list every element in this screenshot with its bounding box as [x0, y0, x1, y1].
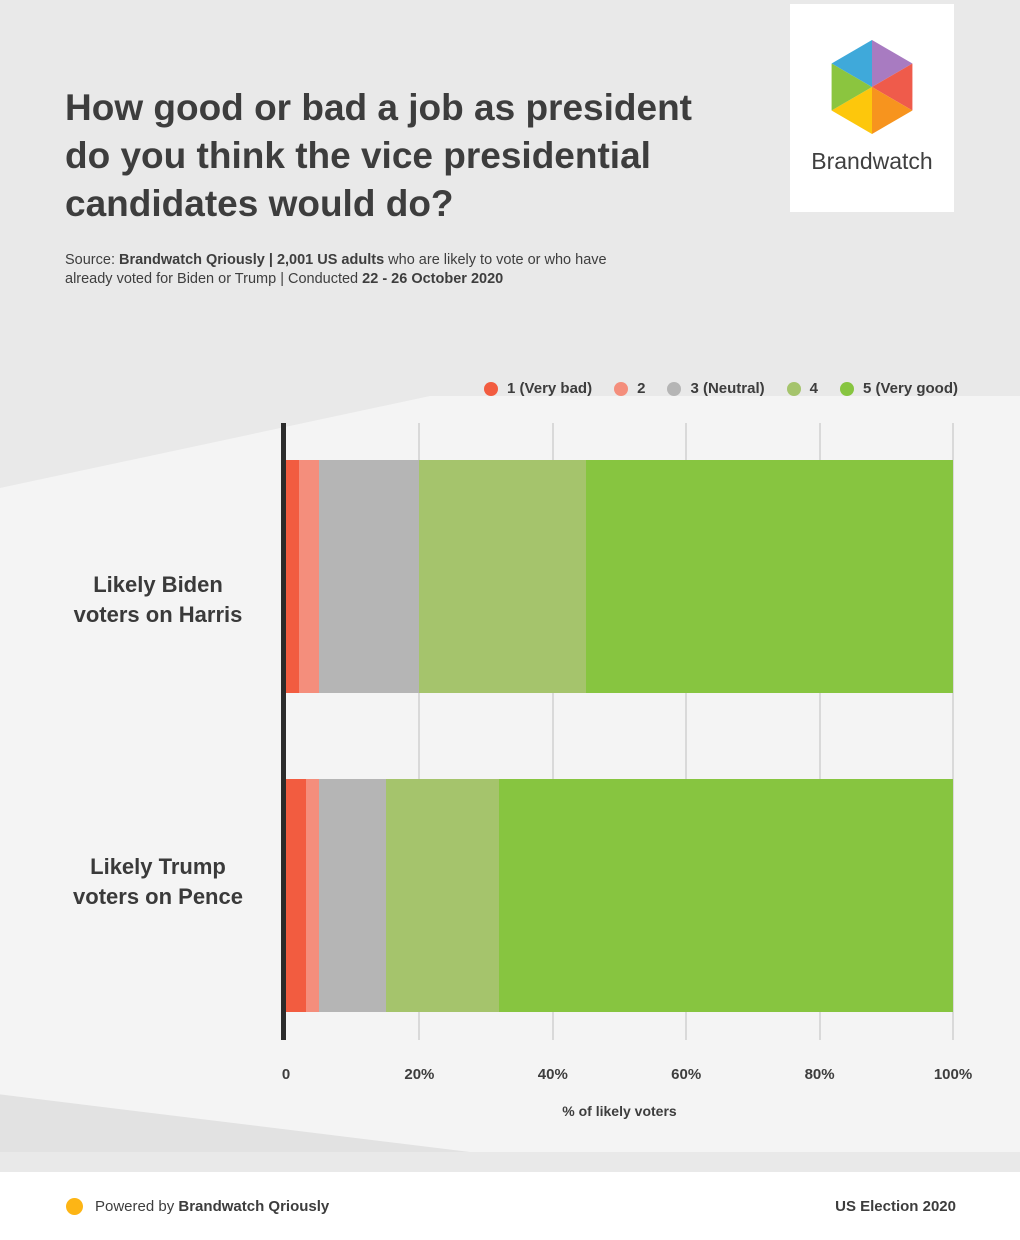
bar-row	[286, 779, 953, 1012]
legend-label: 5 (Very good)	[862, 380, 958, 397]
gridline	[818, 423, 821, 1040]
plot-area	[286, 423, 954, 1040]
legend-swatch-icon	[786, 381, 801, 396]
powered-by-brand: Brandwatch Qriously	[178, 1197, 330, 1215]
category-label: Likely Biden voters on Harris	[73, 572, 243, 627]
bar-segment	[286, 460, 300, 693]
x-tick-label: 100%	[933, 1066, 973, 1083]
x-axis-ticks: 0 20% 40% 60% 80% 100%	[282, 1066, 972, 1088]
source-middle: who are likely to vote or who have alrea…	[65, 252, 607, 288]
legend-label: 2	[637, 380, 646, 397]
legend: 1 (Very bad) 2 3 (Neutral) 4 5 (Very good)	[484, 380, 958, 397]
legend-label: 1 (Very bad)	[507, 380, 593, 397]
brandwatch-wordmark: Brandwatch	[811, 148, 933, 174]
legend-item: 1 (Very bad)	[484, 380, 592, 397]
legend-swatch-icon	[484, 381, 499, 396]
x-tick-label: 80%	[804, 1066, 835, 1083]
legend-item: 3 (Neutral)	[667, 380, 765, 397]
bar-segment	[299, 460, 320, 693]
legend-label: 4	[809, 380, 818, 397]
brandwatch-logo-card: Brandwatch	[790, 4, 954, 212]
gridline	[418, 423, 421, 1040]
legend-swatch-icon	[614, 381, 629, 396]
legend-item: 4	[786, 380, 818, 397]
bar-segment	[419, 460, 587, 693]
legend-swatch-icon	[839, 381, 854, 396]
source-dates: 22 - 26 October 2020	[362, 271, 504, 288]
qriously-dot-icon	[66, 1197, 83, 1215]
gridline	[952, 423, 954, 1040]
bar-segment	[586, 460, 953, 693]
brandwatch-logo-icon	[831, 40, 913, 134]
page-title: How good or bad a job as president do yo…	[65, 87, 692, 225]
x-tick-label: 0	[281, 1066, 291, 1083]
bar-segment	[499, 779, 953, 1012]
powered-by-prefix: Powered by	[95, 1197, 179, 1215]
category-label: Likely Trump voters on Pence	[73, 854, 243, 909]
gridline	[551, 423, 554, 1040]
source-sample: Brandwatch Qriously | 2,001 US adults	[119, 252, 385, 268]
bar-segment	[386, 779, 500, 1012]
legend-label: 3 (Neutral)	[690, 380, 765, 397]
bar-row	[286, 460, 953, 693]
powered-by: Powered by Brandwatch Qriously	[66, 1197, 329, 1215]
bar-segment	[319, 779, 387, 1012]
x-tick-label: 60%	[671, 1066, 702, 1083]
source-prefix: Source:	[65, 252, 119, 268]
x-axis-title: % of likely voters	[562, 1103, 677, 1119]
gridline	[685, 423, 688, 1040]
bar-segment	[286, 779, 306, 1012]
y-axis-line	[281, 423, 286, 1040]
source-note: Source: Brandwatch Qriously | 2,001 US a…	[65, 251, 617, 290]
powered-by-text: Powered by Brandwatch Qriously	[95, 1198, 329, 1215]
x-tick-label: 20%	[404, 1066, 435, 1083]
legend-item: 2	[614, 380, 645, 397]
x-tick-label: 40%	[537, 1066, 568, 1083]
bar-segment	[319, 460, 420, 693]
footer-election-label: US Election 2020	[835, 1197, 956, 1215]
bar-segment	[306, 779, 320, 1012]
legend-swatch-icon	[667, 381, 682, 396]
footer: Powered by Brandwatch Qriously US Electi…	[0, 1172, 1020, 1240]
legend-item: 5 (Very good)	[839, 380, 958, 397]
